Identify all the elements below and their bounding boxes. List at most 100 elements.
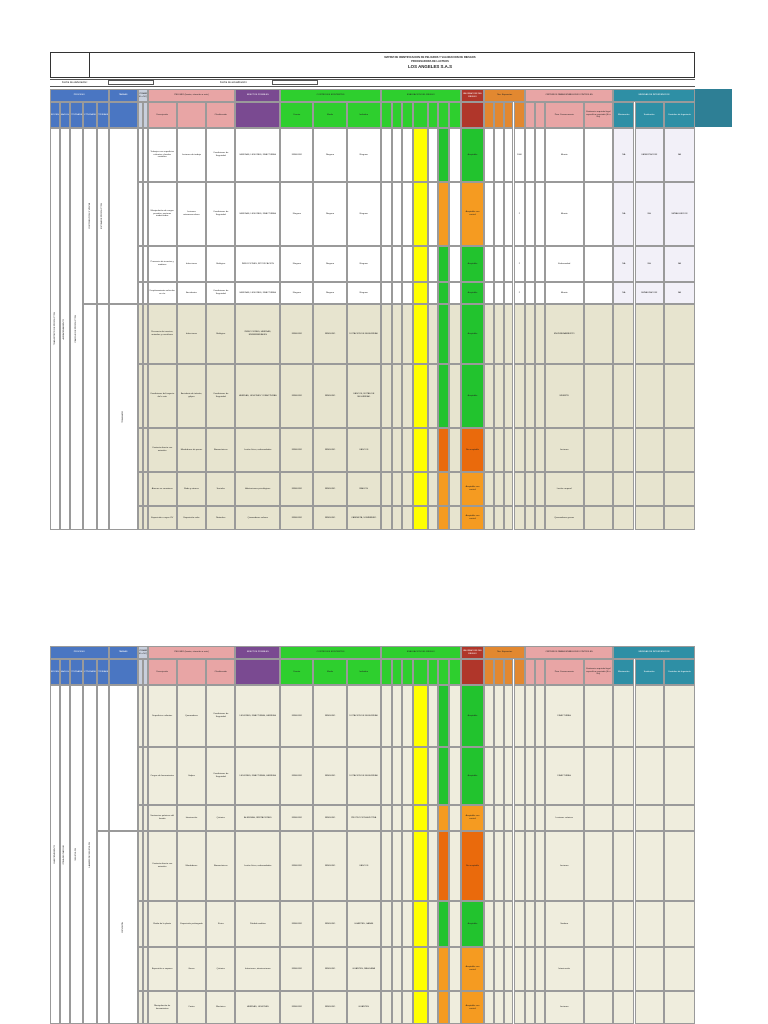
data-row-1-col-25: [503, 182, 514, 246]
data-row-4-col-21: [449, 901, 461, 947]
data-row-4-col-14-text: CAMISETA, SOMBRERO: [351, 516, 377, 519]
data-row-3-col-26: [513, 472, 526, 506]
data-row-4-col-15: [380, 901, 392, 947]
header-col-20: [438, 102, 450, 128]
data-row-0-col-8: Superficies calientes: [147, 685, 177, 747]
merged-tarea-a-1-text: ESTIBA DE PRODUCTOS: [101, 203, 104, 229]
data-row-6-col-21: [449, 991, 461, 1024]
data-row-5-col-28: [534, 947, 545, 991]
data-row-0-col-18: [412, 304, 428, 364]
fecha-actualizacion-input[interactable]: [272, 80, 318, 85]
header-col-7: [142, 659, 148, 685]
data-row-3-col-9-text: Accidentes: [186, 291, 197, 294]
header-col-29: Peor Consecuencia: [544, 102, 584, 128]
data-row-3-col-25: [503, 282, 514, 304]
data-row-0-col-12-text: NINGUNO: [291, 153, 303, 156]
data-row-2-col-9-text: Infecciones: [185, 262, 198, 265]
data-row-2-col-12-text: NINGUNO: [291, 816, 303, 819]
header-row-2: PROCESO TAREAS RUTINARIO (SI o NO) PELIGRO …: [50, 646, 695, 685]
data-row-0-col-9-text: Quemaduras: [185, 714, 198, 717]
header-col-32-text: Sustitución: [643, 670, 655, 673]
data-row-3-col-9: Accidentes: [176, 282, 207, 304]
data-row-0-col-11: LESIONES, FRACTURAS, HERIDAS: [235, 685, 281, 747]
data-row-3-col-13-text: NINGUNO: [324, 864, 336, 867]
data-row-4-col-12-text: NINGUNO: [291, 516, 303, 519]
header-col-21: [449, 659, 461, 685]
header-group-7-text: VALORACION DEL RIESGO: [462, 649, 483, 655]
header-col-0-text: PROCESO: [50, 670, 60, 673]
merged-actividad-1-text: CARGUE DE PRODUCTOS: [75, 315, 78, 343]
data-row-1-col-31: NA: [613, 182, 635, 246]
data-row-0-col-28: [534, 304, 545, 364]
data-row-5-col-16: [391, 947, 403, 991]
data-row-3-col-27: [525, 472, 535, 506]
data-row-1-col-24: [493, 364, 504, 428]
header-col-10: Clasificación: [206, 659, 236, 685]
data-row-3-col-18: [412, 831, 428, 901]
data-row-1-col-27: [525, 747, 535, 805]
header-col-13: Medio: [313, 659, 347, 685]
data-row-1-col-14: CASCOS, BOTAS DE SEGURIDAD: [346, 364, 381, 428]
data-row-1-col-29: Muerte: [544, 182, 584, 246]
merged-zona-1-text: ALMACENAMIENTO: [63, 318, 66, 340]
data-row-2-col-15: [380, 428, 392, 472]
header-col-31-text: Eliminación: [618, 113, 630, 116]
data-row-0-col-21: [449, 685, 461, 747]
data-row-4-col-32: [634, 901, 664, 947]
fecha-elaboracion-input[interactable]: [108, 80, 154, 85]
data-row-1-col-26: 2: [513, 182, 526, 246]
data-row-2-col-32-text: NA: [647, 262, 651, 265]
data-row-4-col-24: [493, 506, 504, 530]
data-row-3-col-29-text: Lesiones: [559, 864, 569, 867]
data-row-2-col-18: [412, 246, 428, 282]
data-row-0-col-30: [583, 304, 614, 364]
header-col-6: [137, 659, 143, 685]
header-col-19: [427, 102, 439, 128]
data-row-3-col-21: [449, 472, 461, 506]
data-row-1-col-25: [503, 747, 514, 805]
data-row-1-col-15: [380, 182, 392, 246]
data-row-0-col-15: [380, 128, 392, 182]
data-row-2-col-18: [412, 805, 428, 831]
sheet-2: PROCESO TAREAS RUTINARIO (SI o NO) PELIGRO …: [50, 646, 695, 1024]
data-row-2-col-18: [412, 428, 428, 472]
data-row-2-col-14-text: CASCOS: [359, 448, 369, 451]
data-row-2-col-16: [391, 246, 403, 282]
data-row-2-col-11: Lesión física, enfermedades: [235, 428, 281, 472]
data-row-6-col-13-text: NINGUNO: [324, 1006, 336, 1009]
data-row-1-col-31: [613, 747, 635, 805]
data-row-3-col-6: [137, 282, 143, 304]
data-row-5-col-22: Aceptable con control: [460, 947, 485, 991]
header-col-27: [525, 659, 535, 685]
data-row-4-col-6: [137, 901, 143, 947]
data-row-2-col-19: [427, 246, 439, 282]
header-col-0-text: PROCESO: [50, 113, 60, 116]
data-row-0-col-27: [525, 304, 535, 364]
data-row-0-col-13: NINGUNO: [313, 304, 347, 364]
data-row-3-col-19: [427, 282, 439, 304]
data-row-2-col-29-text: Lesiones crónicas: [555, 816, 573, 819]
data-row-5-col-12-text: NINGUNO: [291, 967, 303, 970]
data-row-0-col-23: [484, 128, 494, 182]
data-row-3-col-13-text: Ninguno: [325, 291, 335, 294]
data-row-3-col-25: [503, 831, 514, 901]
data-row-2-col-20: [438, 428, 450, 472]
data-row-1-col-9-text: Golpes: [188, 774, 195, 777]
data-row-3-col-12-text: NINGUNO: [291, 864, 303, 867]
data-row-1-col-9-text: Lesiones osteomusculares: [183, 211, 200, 216]
data-row-2-col-12: NINGUNO: [280, 805, 314, 831]
data-row-4-col-19: [427, 901, 439, 947]
data-row-0-col-8-text: Trabajos con superficies calientes y bor…: [150, 151, 175, 159]
header-col-29-text: Peor Consecuencia: [554, 670, 574, 673]
data-row-0-col-24: [493, 304, 504, 364]
data-row-3-col-28: [534, 831, 545, 901]
header-group-10-text: MEDIDAS DE INTERVENCION: [638, 651, 670, 654]
data-row-0-col-11-text: INFECCIONES, HERIDAS, ENFERMEDADES: [244, 331, 272, 336]
header-col-24: [493, 102, 504, 128]
data-row-6-col-12-text: NINGUNO: [291, 1006, 303, 1009]
data-row-0-col-26: [513, 304, 526, 364]
header-group-4-text: EFECTOS POSIBLES: [246, 94, 269, 97]
data-row-0-col-14: DOTACION DE SEGURIDAD: [346, 304, 381, 364]
title-box: [89, 52, 695, 78]
data-row-0-col-29: FRACTURAS: [544, 685, 584, 747]
